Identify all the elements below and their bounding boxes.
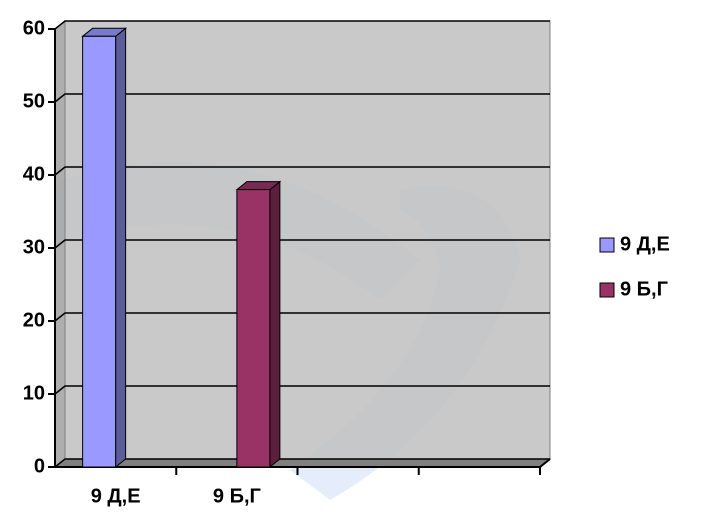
grid-line bbox=[54, 312, 550, 322]
y-tick-label: 50 bbox=[23, 90, 45, 112]
legend-label: 9 Д,Е bbox=[620, 233, 670, 255]
floor bbox=[53, 458, 552, 468]
legend-swatch bbox=[599, 237, 615, 253]
y-tick-label: 20 bbox=[23, 309, 45, 331]
grid-line bbox=[54, 93, 550, 103]
grid-line bbox=[54, 20, 550, 30]
y-tick-label: 10 bbox=[23, 382, 45, 404]
legend-swatch bbox=[599, 282, 615, 298]
grid-line bbox=[54, 239, 550, 249]
y-tick-label: 40 bbox=[23, 163, 45, 185]
grid-line bbox=[54, 166, 550, 176]
y-tick-label: 30 bbox=[23, 236, 45, 258]
legend-label: 9 Б,Г bbox=[620, 278, 668, 300]
grid-line bbox=[54, 458, 550, 468]
bar bbox=[236, 189, 271, 468]
bar-side bbox=[269, 180, 281, 469]
y-tick-label: 0 bbox=[34, 455, 45, 477]
bar-side bbox=[115, 27, 127, 469]
x-tick-label: 9 Б,Г bbox=[213, 485, 261, 507]
grid-line bbox=[54, 385, 550, 395]
bar bbox=[82, 35, 117, 468]
y-tick-label: 60 bbox=[23, 17, 45, 39]
x-tick-label: 9 Д,Е bbox=[91, 485, 141, 507]
